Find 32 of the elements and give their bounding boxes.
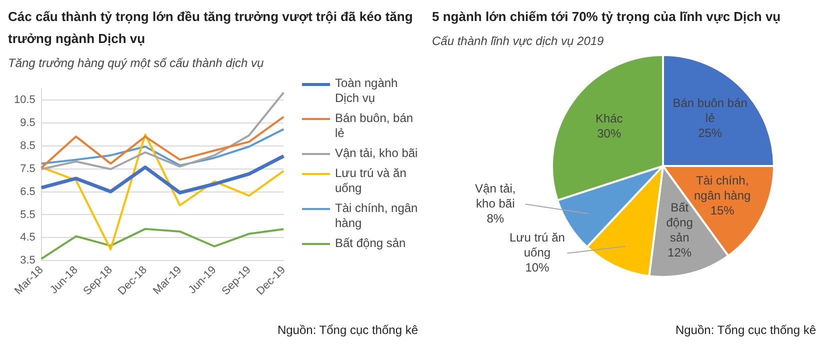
slice-label: Lưu trú ăn uống [510,230,565,260]
y-tick-label: 9.5 [20,117,36,130]
slice-label: Bất động sản [666,200,693,244]
data-label: 8% [486,211,504,226]
y-tick-label: 3.5 [20,254,36,267]
chart-title: 5 ngành lớn chiếm tới 70% tỷ trọng của lĩnh vực Dịch vụ [432,8,782,26]
legend-label: Bán buôn, bán lẻ [335,111,414,141]
data-label: 15% [710,204,735,218]
slice-label: Bán buôn bán lẻ [672,96,748,126]
legend-label: Tài chính, ngân hàng [335,201,419,231]
data-label: 25% [698,126,722,140]
y-tick-label: 10.5 [14,94,36,106]
legend-label: Bất động sản [335,236,406,251]
slice-label: Khác [595,112,623,126]
chart-title: Các cấu thành tỷ trọng lớn đều tăng trưởng vượt trội đã kéo tăng trưởng ngành Dịch vụ [8,8,414,48]
y-tick-label: 6.5 [20,186,36,198]
chart-subtitle: Tăng trưởng hàng quý một số cấu thành dịch vụ [8,56,265,70]
y-tick-label: 4.5 [20,232,36,244]
slice-label: Tài chính, ngân hàng [694,174,751,203]
y-tick-label: 7.5 [20,162,36,175]
legend-label: Lưu trú và ăn uống [335,166,408,196]
data-label: 10% [525,260,550,275]
legend-label: Toàn ngành Dịch vụ [335,76,399,106]
data-label: 30% [597,126,622,141]
text: Nguồn: Tổng cục thống kê [675,323,816,337]
y-tick-label: 8.5 [20,140,36,152]
data-label: 12% [668,245,692,260]
slice-label: Vận tải, kho bãi [475,181,516,210]
chart-subtitle: Cấu thành lĩnh vực dịch vụ 2019 [432,34,605,48]
text: Nguồn: Tổng cục thống kê [277,323,418,337]
legend-label: Vận tải, kho bãi [335,146,418,161]
y-tick-label: 5.5 [20,208,36,221]
